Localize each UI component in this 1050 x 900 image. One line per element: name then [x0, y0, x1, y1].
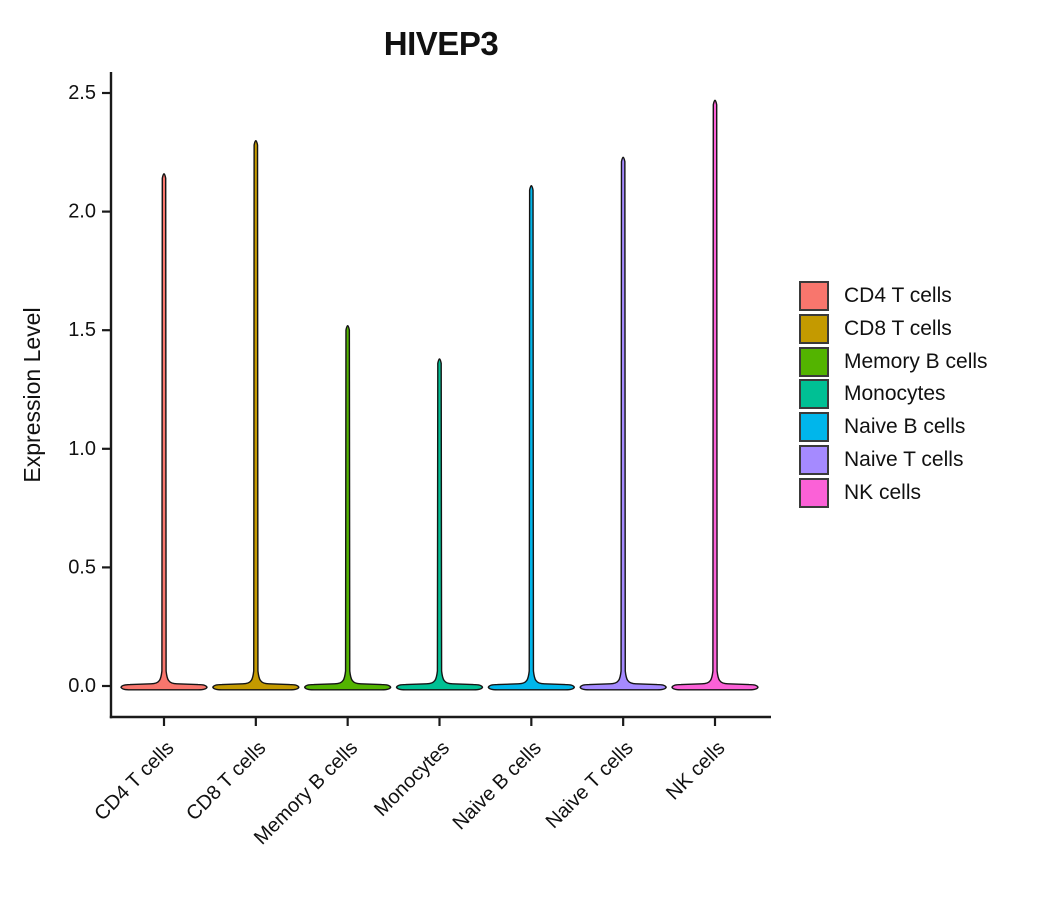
legend-swatch-icon [799, 477, 829, 508]
legend-item: CD8 T cells [799, 313, 988, 344]
legend-label: CD4 T cells [844, 284, 952, 307]
violin-monocytes [395, 358, 484, 691]
y-tick-label: 1.0 [68, 438, 96, 460]
y-tick-label: 2.5 [68, 82, 96, 104]
violin-cd4-t-cells [120, 173, 208, 691]
legend-item: Naive T cells [799, 444, 988, 475]
legend-swatch-icon [799, 379, 829, 410]
legend-label: Naive B cells [844, 415, 966, 439]
violin-cd8-t-cells [212, 139, 300, 691]
legend-swatch-icon [799, 313, 829, 344]
violin-nk-cells [671, 99, 759, 691]
plot-title: HIVEP3 [384, 25, 499, 62]
violin-naive-b-cells [487, 185, 576, 691]
y-tick-label: 0.0 [68, 675, 96, 697]
legend-label: Memory B cells [844, 349, 988, 373]
x-tick-label: Naive T cells [542, 737, 638, 833]
legend-label: Naive T cells [844, 447, 964, 471]
legend-label: NK cells [844, 480, 922, 504]
legend-swatch-icon [799, 346, 829, 377]
y-tick-label: 0.5 [68, 556, 96, 578]
legend-label: CD8 T cells [844, 316, 952, 340]
legend-item: Naive B cells [799, 412, 988, 443]
legend-item: CD4 T cells [799, 281, 988, 311]
legend-swatch-icon [799, 444, 829, 475]
x-tick-label: CD8 T cells [182, 737, 270, 825]
legend-item: Memory B cells [799, 346, 988, 377]
legend-label: Monocytes [844, 382, 946, 406]
violin-shapes [120, 99, 759, 691]
y-axis-ticks: 0.0 0.5 1.0 1.5 2.0 2.5 [68, 82, 111, 697]
x-tick-label: CD4 T cells [90, 737, 178, 825]
legend-item: NK cells [799, 477, 988, 508]
legend-item: Monocytes [799, 379, 988, 410]
violin-memory-b-cells [303, 324, 392, 691]
legend-swatch-icon [799, 412, 829, 443]
y-tick-label: 1.5 [68, 319, 96, 341]
violin-naive-t-cells [579, 156, 667, 691]
x-tick-label: NK cells [662, 737, 729, 804]
y-axis-title: Expression Level [19, 307, 45, 482]
x-tick-label: Naive B cells [449, 737, 546, 834]
legend: CD4 T cells CD8 T cells Memory B cells Mono… [799, 281, 988, 511]
x-tick-label: Monocytes [370, 737, 454, 821]
y-tick-label: 2.0 [68, 201, 96, 223]
legend-swatch-icon [799, 281, 829, 311]
